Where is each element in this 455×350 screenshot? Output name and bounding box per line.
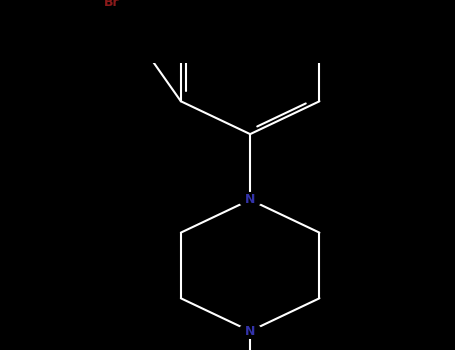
Circle shape <box>239 193 262 207</box>
FancyBboxPatch shape <box>92 0 131 8</box>
Text: N: N <box>245 193 255 206</box>
Text: Br: Br <box>104 0 119 9</box>
Circle shape <box>239 324 262 338</box>
Text: N: N <box>245 324 255 338</box>
